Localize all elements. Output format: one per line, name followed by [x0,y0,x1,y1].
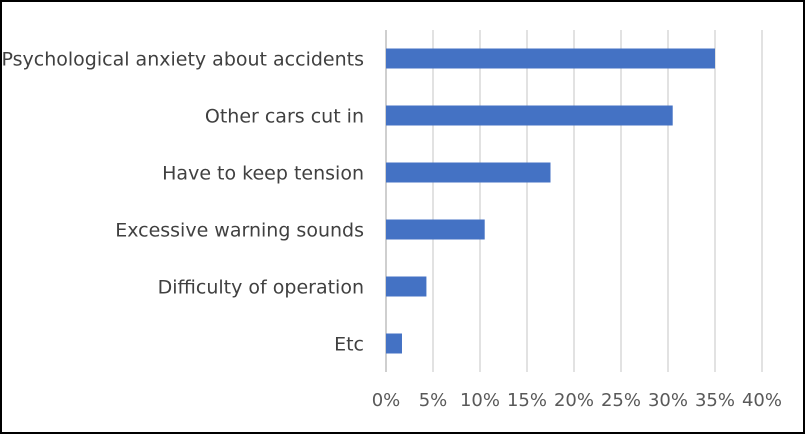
bar [386,162,551,183]
bar [386,48,715,69]
x-tick-label: 40% [742,390,782,411]
x-tick-label: 30% [648,390,688,411]
category-label: Etc [334,334,364,356]
category-label: Excessive warning sounds [115,220,364,242]
x-tick-label: 20% [554,390,594,411]
x-tick-label: 5% [419,390,448,411]
bar [386,276,427,297]
x-tick-label: 0% [372,390,401,411]
category-label: Have to keep tension [162,163,364,185]
category-label: Difficulty of operation [158,277,364,299]
x-tick-label: 25% [601,390,641,411]
bar [386,105,673,126]
x-tick-label: 15% [507,390,547,411]
category-label: Other cars cut in [205,106,364,128]
category-label: Psychological anxiety about accidents [2,49,364,71]
bar [386,333,402,354]
x-tick-label: 35% [695,390,735,411]
x-tick-label: 10% [460,390,500,411]
bar [386,219,485,240]
